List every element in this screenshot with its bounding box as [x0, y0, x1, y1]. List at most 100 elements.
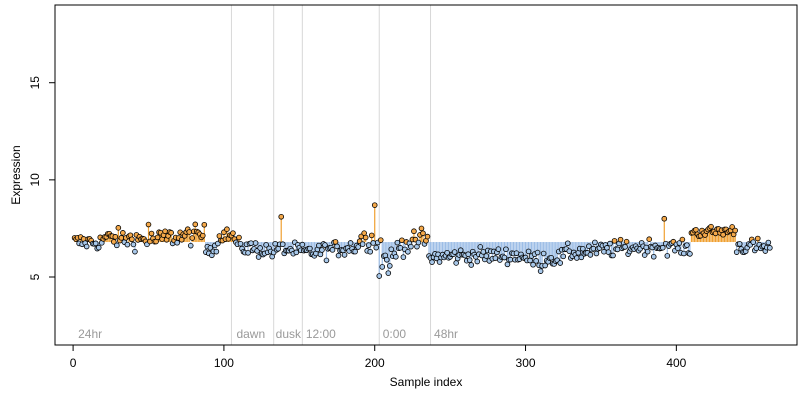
data-point	[611, 238, 618, 244]
data-point	[145, 221, 152, 228]
data-point	[468, 262, 475, 268]
data-point	[293, 249, 300, 256]
data-point	[178, 236, 185, 243]
y-axis-title: Expression	[9, 145, 23, 204]
x-tick-label: 400	[666, 356, 686, 370]
data-point	[659, 244, 666, 251]
data-point	[245, 250, 251, 256]
data-point	[201, 221, 208, 228]
data-point	[411, 228, 417, 235]
data-point	[617, 236, 624, 243]
data-point	[347, 240, 354, 246]
data-point	[477, 244, 484, 250]
data-point	[371, 202, 378, 208]
data-point	[393, 254, 399, 260]
y-tick-label: 10	[28, 173, 42, 187]
data-point	[537, 268, 544, 274]
data-point	[525, 248, 532, 255]
data-point	[115, 225, 122, 231]
data-point	[252, 240, 259, 246]
data-point	[319, 247, 325, 253]
annotation-label: 24hr	[78, 327, 102, 341]
data-point	[507, 256, 514, 263]
data-point	[174, 239, 180, 246]
data-point	[376, 273, 383, 279]
data-point	[124, 241, 131, 248]
data-point	[120, 230, 126, 236]
data-point	[248, 240, 254, 246]
data-point	[736, 241, 743, 247]
data-point	[335, 252, 342, 259]
data-point	[560, 253, 567, 260]
data-point	[444, 249, 450, 256]
data-point	[132, 248, 138, 255]
data-point	[578, 254, 585, 261]
data-point	[566, 248, 573, 254]
data-point	[162, 228, 168, 235]
data-point	[323, 257, 330, 264]
data-point	[684, 242, 690, 248]
data-points	[71, 202, 773, 279]
data-point	[675, 245, 681, 252]
data-point	[95, 244, 102, 251]
data-point	[408, 243, 414, 250]
data-point	[466, 257, 473, 263]
data-point	[224, 226, 230, 233]
data-point	[399, 237, 405, 244]
time-annotations: 24hr dawn dusk 12:00 0:00 48hr	[78, 327, 458, 341]
data-point	[664, 253, 671, 259]
data-point	[474, 258, 481, 265]
data-point	[754, 235, 761, 242]
data-point	[687, 251, 693, 257]
data-point	[644, 248, 651, 255]
data-point	[732, 227, 738, 234]
data-point	[355, 244, 361, 250]
data-point	[92, 240, 99, 247]
data-point	[130, 241, 137, 248]
data-point	[257, 245, 263, 251]
data-point	[483, 253, 490, 259]
data-point	[387, 263, 393, 269]
x-tick-label: 0	[70, 356, 77, 370]
data-point	[83, 243, 90, 250]
data-point	[329, 247, 336, 253]
x-axis-title: Sample index	[390, 375, 463, 389]
data-point	[607, 240, 613, 247]
x-tick-label: 100	[214, 356, 234, 370]
data-point	[405, 248, 411, 255]
data-point	[114, 242, 120, 249]
data-point	[418, 225, 425, 232]
data-point	[623, 238, 630, 245]
data-point	[641, 252, 648, 258]
annotation-label: 0:00	[383, 327, 407, 341]
data-point	[236, 234, 242, 241]
annotation-label: 12:00	[306, 327, 336, 341]
data-point	[693, 226, 699, 233]
data-point	[278, 213, 285, 220]
data-point	[111, 239, 117, 245]
data-point	[154, 234, 161, 241]
data-point	[299, 241, 306, 248]
data-point	[189, 235, 196, 241]
data-point	[533, 258, 539, 264]
data-point	[513, 250, 520, 256]
data-point	[332, 239, 339, 245]
data-point	[534, 249, 541, 256]
data-point	[186, 229, 193, 235]
data-point	[187, 242, 194, 249]
vertical-markers	[230, 5, 432, 345]
data-point	[307, 245, 313, 252]
data-point	[230, 230, 236, 236]
data-point	[557, 260, 564, 266]
data-point	[316, 242, 322, 249]
data-point	[129, 236, 135, 243]
x-tick-label: 200	[365, 356, 385, 370]
data-point	[681, 250, 687, 257]
data-point	[237, 241, 244, 247]
data-point	[367, 248, 373, 255]
data-point	[622, 244, 628, 250]
data-point	[465, 251, 472, 258]
data-point	[661, 215, 668, 222]
data-point	[587, 252, 594, 258]
data-point	[605, 249, 612, 255]
